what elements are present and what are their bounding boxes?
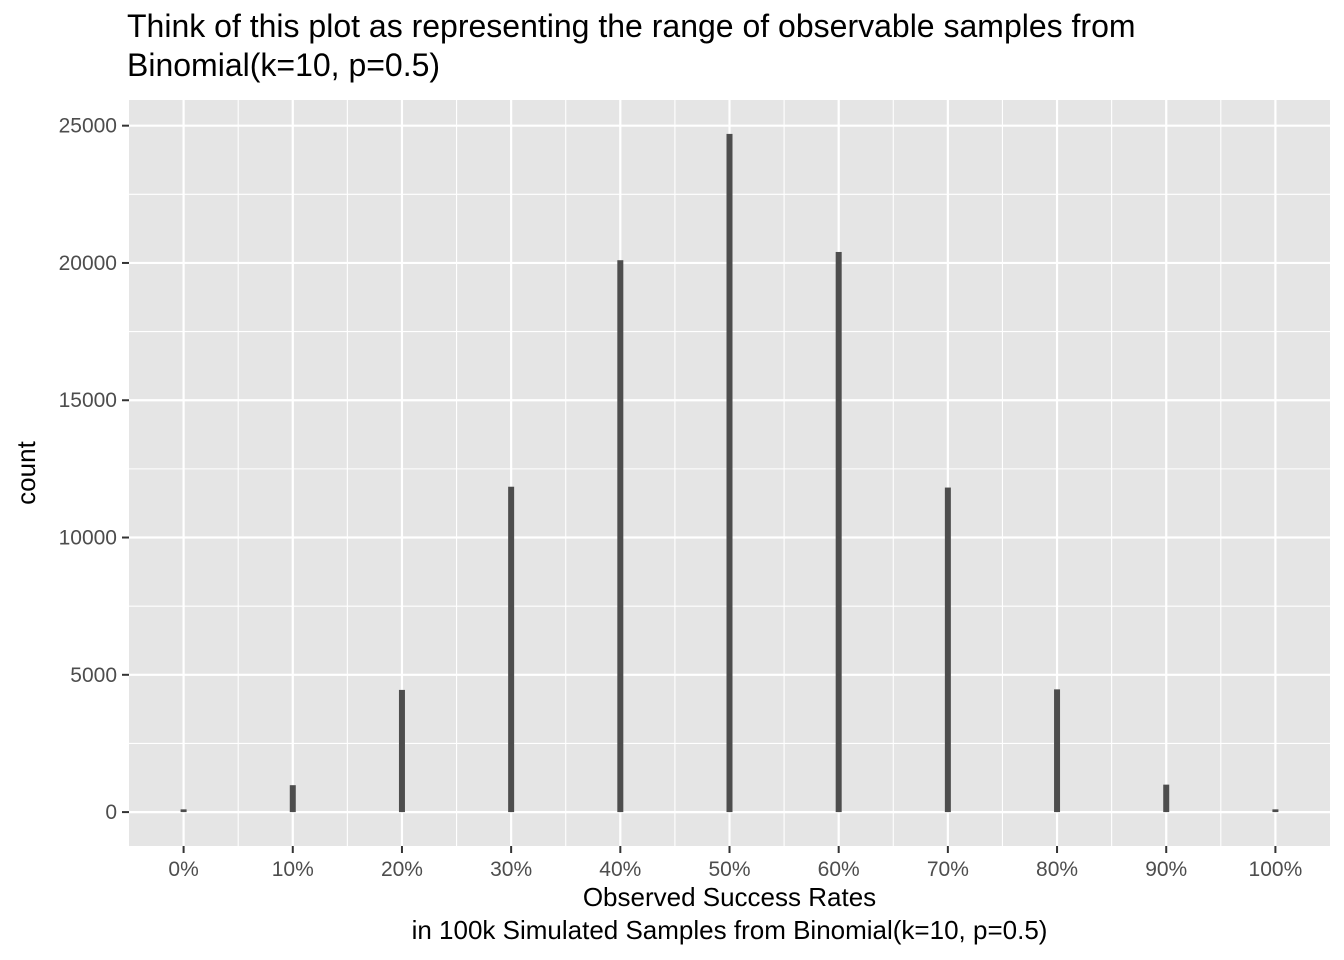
bar-80pct (1054, 689, 1061, 813)
bar-90pct (1163, 784, 1170, 813)
bar-0pct (180, 809, 187, 813)
x-tick-label: 0% (168, 858, 198, 881)
bar-40pct (617, 260, 624, 813)
bar-70pct (944, 487, 951, 813)
bar-30pct (508, 486, 515, 813)
y-tick-label: 25000 (59, 115, 117, 138)
x-tick-label: 100% (1249, 858, 1303, 881)
x-tick-label: 50% (708, 858, 750, 881)
chart-title-line-2: Binomial(k=10, p=0.5) (127, 47, 441, 83)
x-tick-label: 60% (818, 858, 860, 881)
x-tick-label: 90% (1145, 858, 1187, 881)
bar-100pct (1272, 809, 1279, 813)
x-tick-label: 20% (381, 858, 423, 881)
y-tick-label: 5000 (70, 664, 117, 687)
x-tick-label: 10% (272, 858, 314, 881)
x-axis-title-line-1: Observed Success Rates (583, 882, 876, 912)
y-tick-label: 20000 (59, 252, 117, 275)
chart-title-line-1: Think of this plot as representing the r… (127, 8, 1136, 44)
bar-10pct (289, 785, 296, 813)
bar-50pct (726, 133, 733, 813)
y-tick-label: 10000 (59, 527, 117, 550)
x-axis-title-line-2: in 100k Simulated Samples from Binomial(… (412, 915, 1048, 945)
y-tick-label: 0 (105, 801, 117, 824)
y-axis-title: count (11, 440, 41, 504)
x-tick-label: 80% (1036, 858, 1078, 881)
y-tick-label: 15000 (59, 389, 117, 412)
x-tick-label: 70% (927, 858, 969, 881)
bar-60pct (835, 251, 842, 813)
bar-20pct (398, 689, 405, 813)
x-tick-label: 40% (599, 858, 641, 881)
x-tick-label: 30% (490, 858, 532, 881)
